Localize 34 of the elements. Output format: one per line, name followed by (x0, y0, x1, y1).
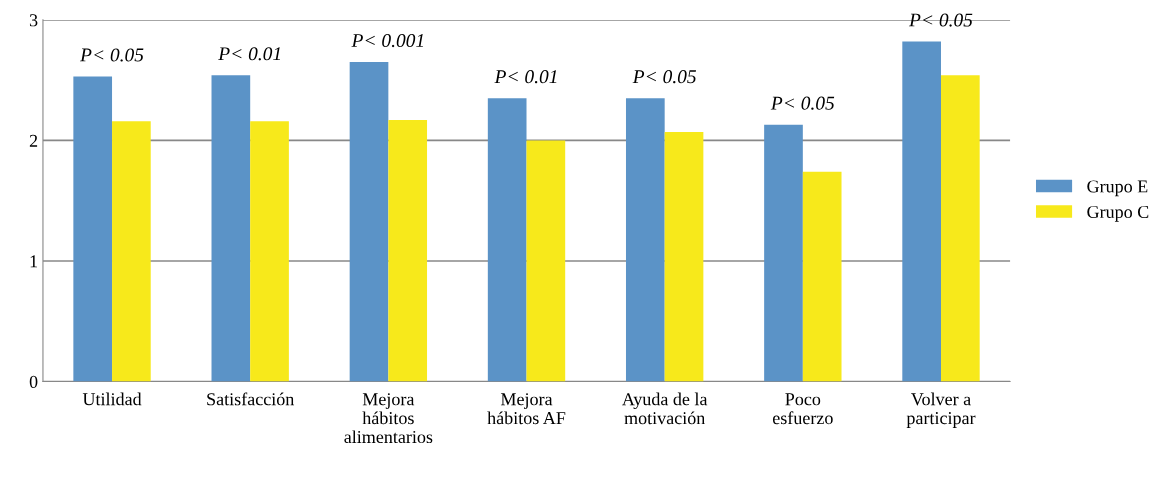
x-tick-label: Poco esfuerzo (772, 393, 833, 425)
legend-label: Grupo C (1087, 205, 1149, 222)
y-tick-label: 1 (30, 255, 38, 268)
bar (940, 75, 980, 382)
annotation: P< 0.05 (79, 48, 144, 62)
bar (112, 121, 151, 382)
x-tick-label: Mejora hábitos alimentarios (344, 393, 433, 444)
bar (388, 119, 428, 382)
x-tick-label: Satisfacción (207, 392, 295, 406)
annotation: P< 0.05 (770, 96, 835, 110)
legend-label: Grupo E (1087, 180, 1148, 197)
x-tick-label: Mejora hábitos AF (487, 393, 566, 425)
bar (73, 76, 113, 382)
bar (487, 98, 527, 382)
bar (764, 124, 803, 382)
bar (526, 140, 566, 382)
y-tick-label: 3 (29, 14, 38, 27)
annotation: P< 0.05 (908, 13, 973, 27)
x-tick-label: Volver a participar (906, 392, 976, 428)
annotation: P< 0.05 (632, 70, 697, 84)
bar (211, 75, 251, 382)
bar (349, 62, 389, 382)
y-tick-label: 2 (29, 134, 38, 147)
annotation: P< 0.01 (218, 47, 281, 61)
bar (625, 98, 665, 382)
x-tick-label: Utilidad (82, 392, 142, 406)
bar (664, 132, 704, 382)
annotation: P< 0.01 (494, 70, 557, 84)
bar (250, 121, 289, 382)
x-tick-label: Ayuda de la motivación (622, 392, 708, 425)
y-tick-label: 0 (29, 375, 38, 388)
bar (902, 41, 941, 382)
bar (802, 171, 842, 382)
annotation: P< 0.001 (351, 33, 424, 48)
